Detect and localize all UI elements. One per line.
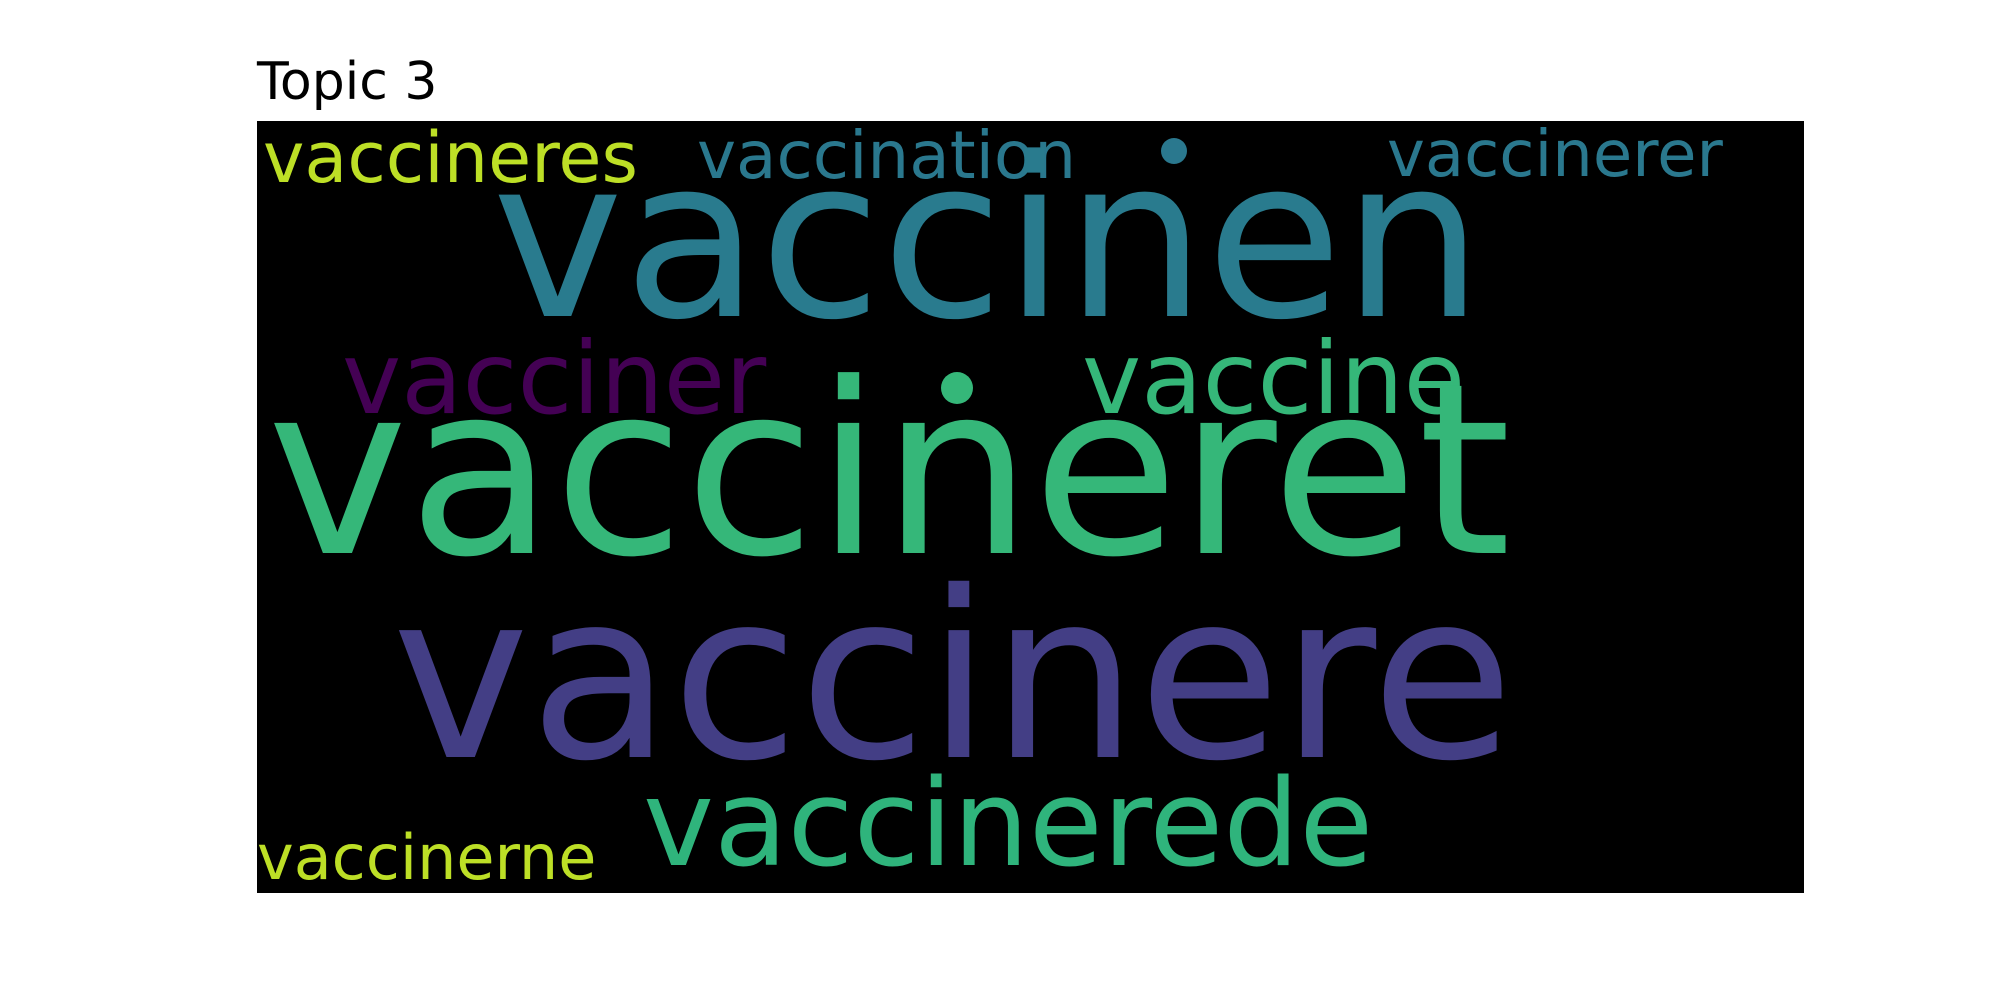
word-vaccinen: vaccinen (492, 121, 1484, 369)
word-vaccine: vaccine (1082, 320, 1466, 437)
word-vaccineres: vaccineres (263, 121, 638, 199)
word-vaccinere: vaccinere (392, 542, 1514, 812)
word-dot-1 (1161, 138, 1187, 164)
chart-title: Topic 3 (257, 52, 438, 112)
word-vaccinerne: vaccinerne (257, 821, 597, 893)
word-cloud: vaccineres vaccination vaccinerer vaccin… (257, 121, 1804, 893)
word-dot-2 (941, 372, 973, 404)
word-vaccineret: vaccineret (267, 333, 1512, 610)
word-vaccination: vaccination (697, 121, 1077, 194)
word-vaccinerer: vaccinerer (1387, 121, 1723, 192)
word-vacciner: vacciner (342, 320, 767, 437)
word-vaccinerede: vaccinerede (643, 755, 1374, 893)
